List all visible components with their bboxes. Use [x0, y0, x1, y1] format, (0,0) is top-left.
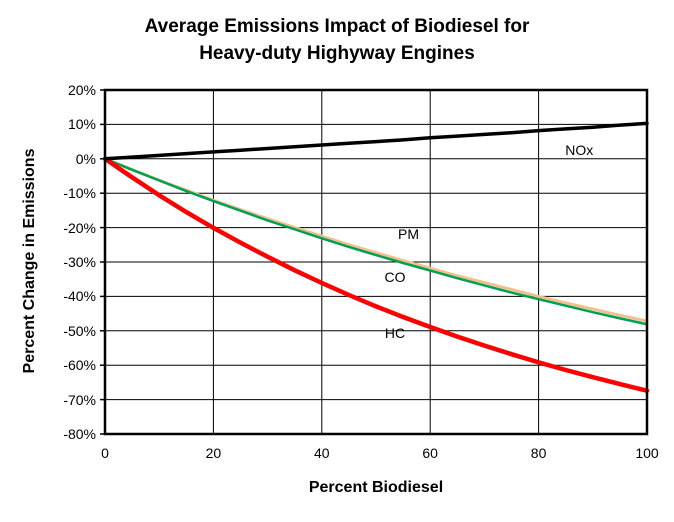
chart-title: Average Emissions Impact of Biodiesel fo…: [0, 13, 674, 67]
y-tick-label: -50%: [63, 322, 96, 339]
x-axis-title: Percent Biodiesel: [308, 479, 444, 496]
chart-title-line1: Average Emissions Impact of Biodiesel fo…: [144, 16, 530, 37]
series-label-nox: NOx: [565, 142, 594, 159]
x-tick-label: 80: [530, 445, 547, 461]
y-tick-label: 0%: [75, 150, 96, 167]
series-label-hc: HC: [384, 324, 406, 341]
x-tick-label: 20: [205, 445, 222, 461]
x-tick-label: 0: [101, 445, 109, 461]
series-line-hc: [102, 156, 650, 393]
y-tick-label: -80%: [63, 426, 96, 442]
y-tick-label: -60%: [63, 357, 96, 374]
plot-border: [103, 88, 649, 436]
y-tick-label: -30%: [63, 254, 96, 270]
x-tick-label: 40: [314, 445, 330, 461]
x-tick-label: 100: [635, 445, 659, 461]
series-line-co: [103, 157, 649, 326]
series-line-nox: [103, 121, 649, 161]
series-label-pm: PM: [398, 226, 420, 243]
x-tick-label: 60: [422, 445, 438, 461]
y-tick-label: -70%: [63, 391, 96, 408]
y-tick-label: 20%: [67, 82, 96, 98]
chart-title-line2: Heavy-duty Highyway Engines: [199, 43, 475, 64]
y-tick-label: -40%: [63, 288, 96, 305]
y-tick-label: 10%: [67, 116, 96, 133]
series-label-co: CO: [384, 269, 406, 286]
y-tick-label: -10%: [63, 185, 96, 202]
y-tick-label: -20%: [63, 219, 96, 236]
